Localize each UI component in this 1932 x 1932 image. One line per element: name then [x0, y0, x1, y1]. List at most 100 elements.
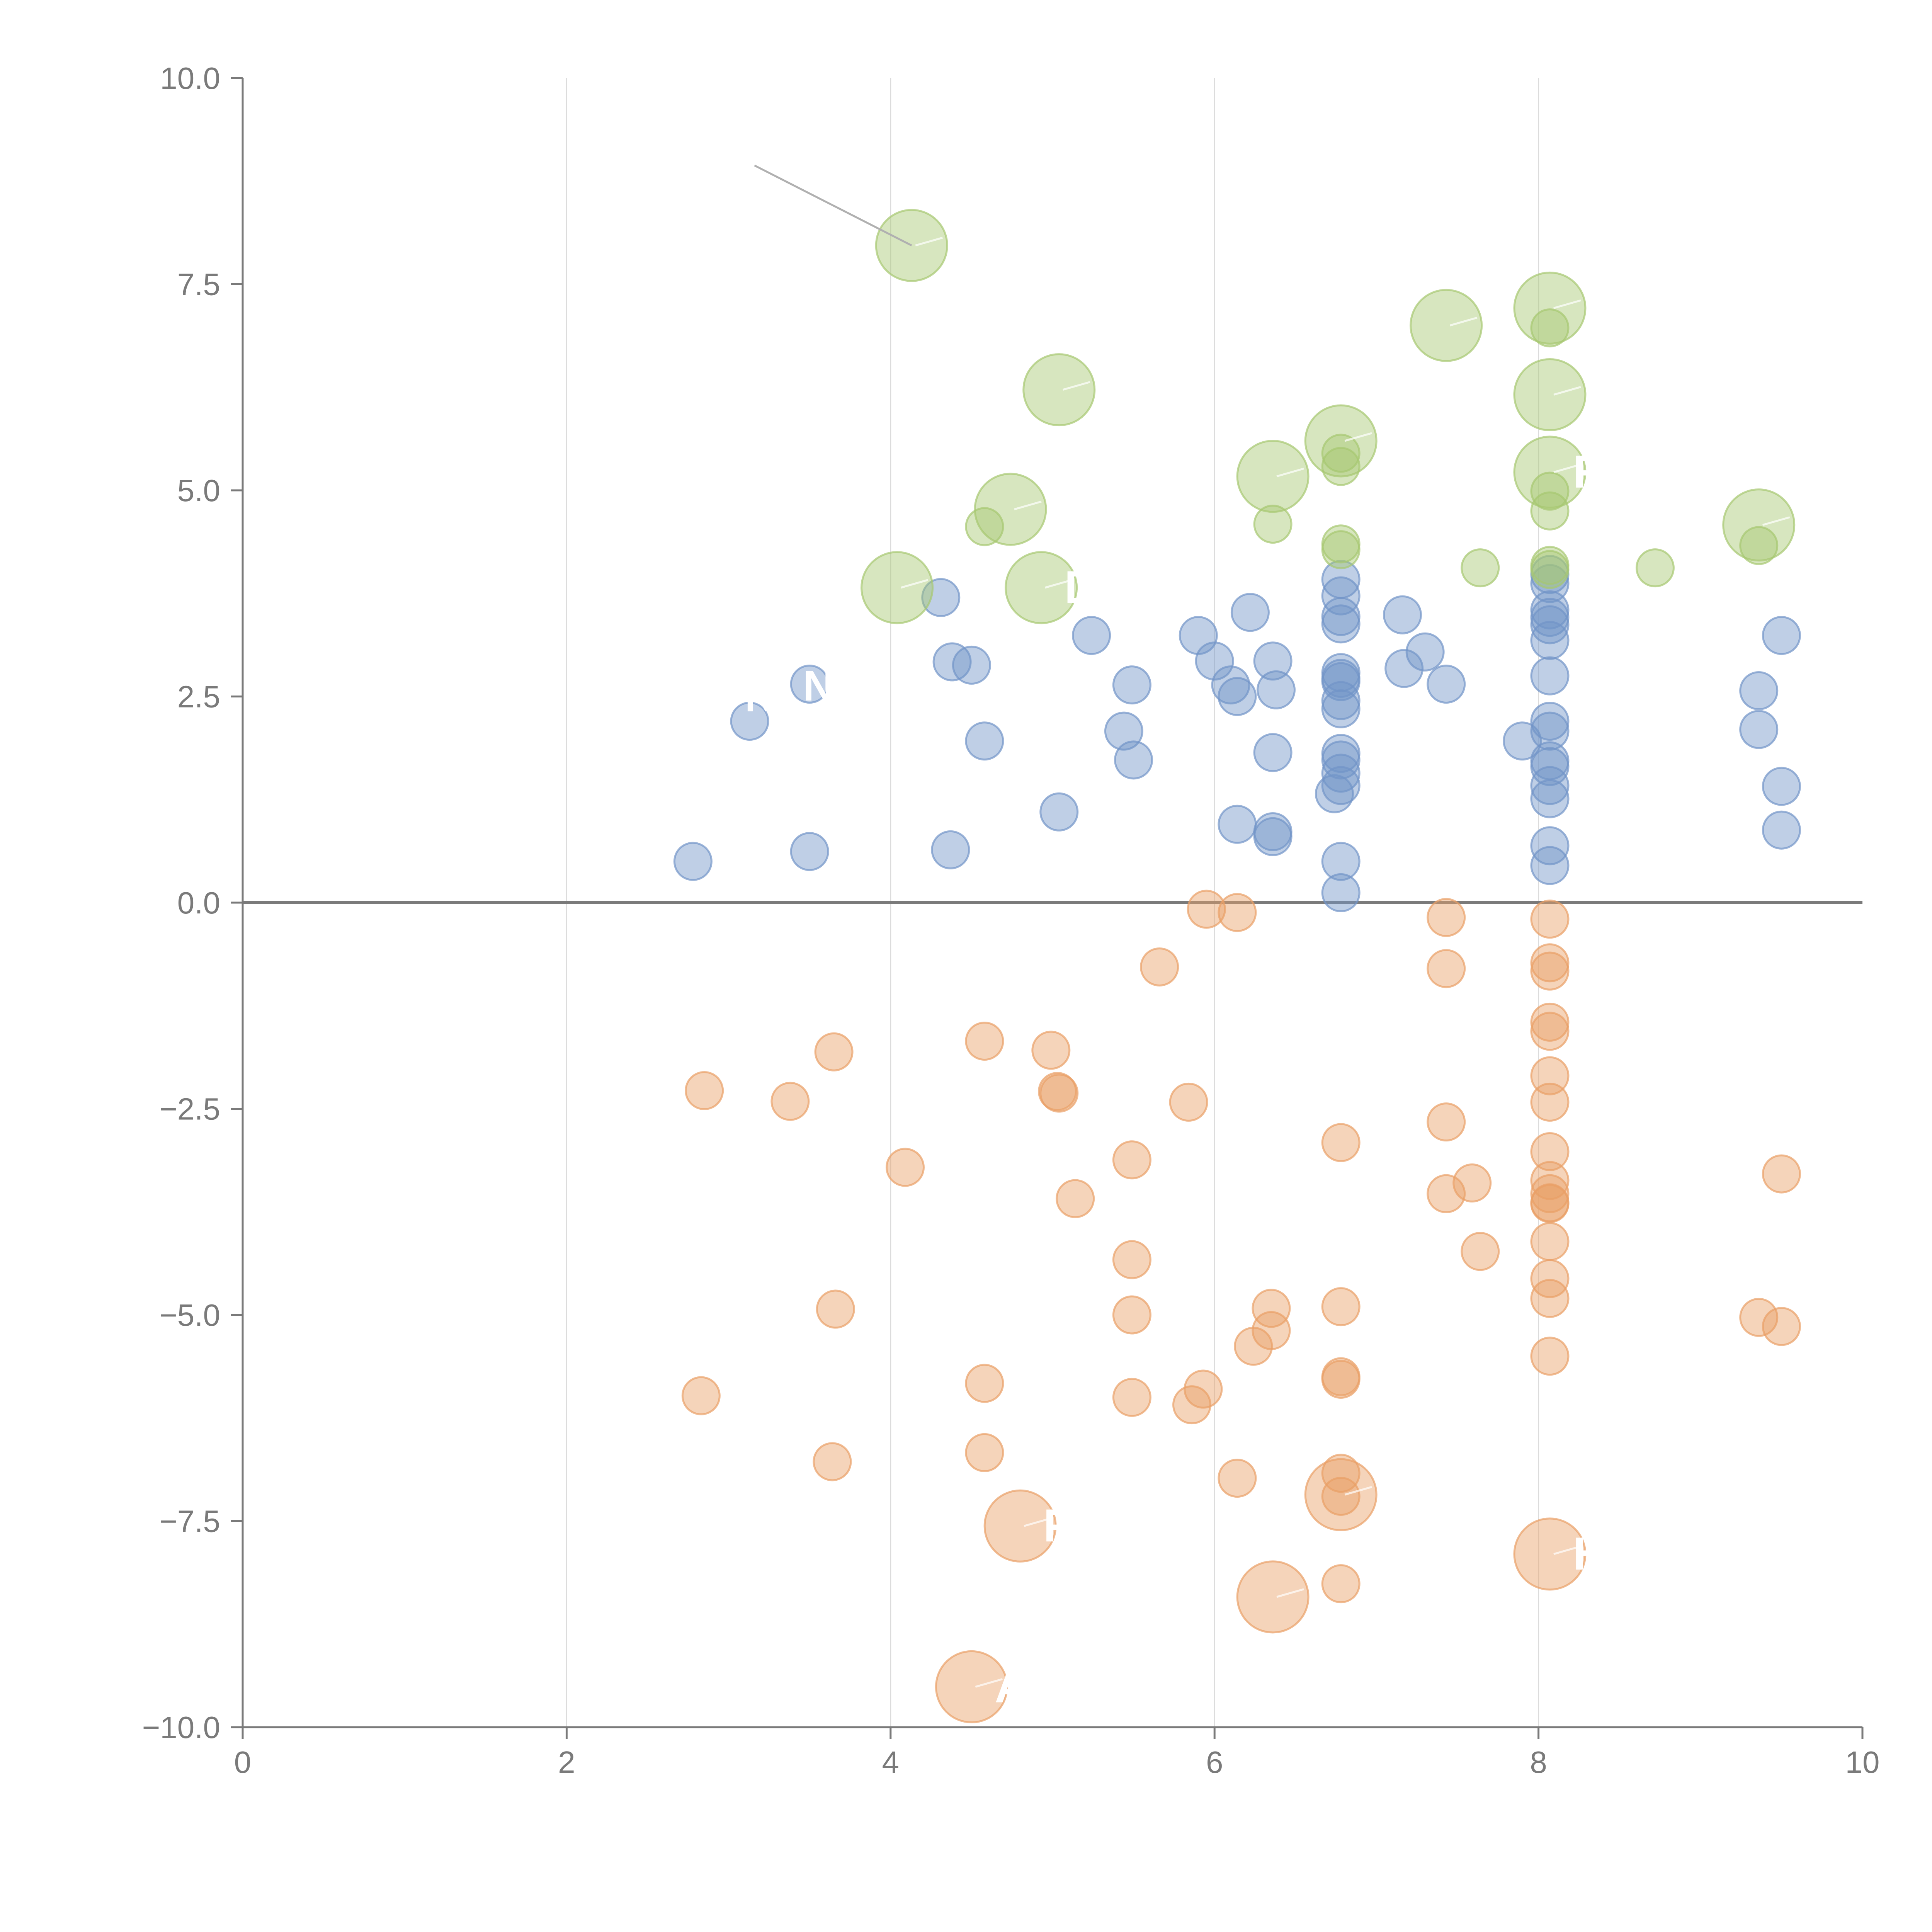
negative-point [1252, 1289, 1291, 1328]
positive-point [673, 842, 713, 881]
positive-point [952, 645, 991, 685]
x-tick-label: 6 [1206, 1745, 1223, 1779]
positive-point [1530, 605, 1570, 645]
positive-point [965, 721, 1004, 761]
positive-point [932, 642, 972, 682]
highlight-leader [1014, 500, 1042, 510]
positive-point [1321, 689, 1361, 729]
axes: 0 2 4 6 8 10 −10.0 −7.5 −5.0 −2.5 0.0 2.5 5.0 7.5 10.0 [142, 61, 1880, 1779]
highlight-leader [1344, 1486, 1372, 1496]
highlighted-point [861, 551, 934, 624]
y-tick-label: 7.5 [177, 267, 220, 302]
negative-point [1039, 1073, 1079, 1113]
positive-point [1739, 710, 1779, 749]
top-point [1321, 434, 1361, 473]
negative-point [1218, 893, 1257, 932]
x-tick-label: 10 [1845, 1745, 1880, 1779]
negative-point [814, 1032, 854, 1071]
highlighted-point [935, 1650, 1008, 1723]
highlighted-point [1022, 353, 1096, 427]
highlight-leader [1553, 1545, 1581, 1555]
highlight-leader [1276, 468, 1304, 478]
y-tick-label: 5.0 [177, 473, 220, 508]
x-tick-label: 4 [882, 1745, 900, 1779]
positive-point [1384, 649, 1424, 688]
highlighted-point [1722, 488, 1796, 562]
top-point [1635, 548, 1675, 588]
negative-point [1187, 889, 1226, 929]
negative-point [681, 1376, 721, 1415]
positive-point [1072, 616, 1111, 655]
positive-point [931, 830, 970, 869]
positive-point [1530, 766, 1570, 805]
positive-point [1321, 576, 1361, 616]
negative-point [965, 1364, 1004, 1403]
y-tick-label: −10.0 [142, 1710, 220, 1745]
negative-point [685, 1071, 724, 1111]
highlighted-point [1513, 435, 1587, 509]
positive-point [1218, 677, 1257, 716]
positive-point [1114, 740, 1153, 780]
positive-point [1427, 664, 1466, 704]
negative-point [1530, 1279, 1570, 1318]
negative-point [1762, 1307, 1801, 1346]
negative-point [1530, 943, 1570, 983]
highlighted-point [1236, 440, 1310, 513]
positive-point [1195, 641, 1234, 681]
highlight-leader [1553, 386, 1581, 396]
negative-point [1530, 1082, 1570, 1122]
positive-point [1530, 826, 1570, 866]
negative-point [813, 1442, 852, 1481]
highlight-leader [1063, 381, 1090, 391]
x-tick-label: 0 [234, 1745, 252, 1779]
highlighted-point [1236, 1560, 1310, 1634]
positive-point [1039, 792, 1079, 832]
negative-point [1252, 1311, 1291, 1350]
negative-point [1530, 1184, 1570, 1223]
negative-point [965, 1022, 1004, 1061]
positive-point [1211, 665, 1250, 705]
negative-point [1321, 1476, 1361, 1516]
negative-point [1321, 1359, 1361, 1399]
negative-point [1321, 1564, 1361, 1604]
positive-point [1230, 593, 1270, 632]
negative-point [1321, 1123, 1361, 1162]
negative-point [1530, 1132, 1570, 1171]
negative-point [1530, 1259, 1570, 1298]
negative-point [1461, 1232, 1500, 1271]
negative-point [1112, 1295, 1151, 1335]
highlighted-point [974, 473, 1047, 546]
negative-point [1321, 1454, 1361, 1493]
highlight-leader [1553, 299, 1581, 309]
negative-point [1321, 1287, 1361, 1327]
positive-point [1321, 604, 1361, 644]
negative-point [1530, 1012, 1570, 1051]
positive-point [790, 832, 829, 871]
negative-point [1218, 1459, 1257, 1498]
negative-point [816, 1289, 855, 1329]
negative-point [1112, 1240, 1151, 1279]
top-point [1461, 548, 1500, 588]
x-tick-label: 8 [1530, 1745, 1547, 1779]
positive-point [1104, 711, 1143, 751]
negative-point [1427, 1102, 1466, 1142]
positive-point [921, 578, 961, 617]
negative-point [1739, 1298, 1779, 1337]
negative-point [1112, 1140, 1151, 1180]
negative-point [1112, 1378, 1151, 1417]
negative-point [1184, 1369, 1223, 1409]
highlighted-point-label: D [1065, 561, 1098, 613]
positive-point [1530, 711, 1570, 751]
highlight-leader [1044, 579, 1073, 589]
y-tick-label: 2.5 [177, 680, 220, 714]
negative-point [886, 1148, 925, 1187]
y-tick-label: 10.0 [160, 61, 220, 95]
highlight-leader [1276, 1588, 1304, 1598]
top-point [1253, 504, 1293, 544]
highlight-leader [1344, 432, 1372, 442]
annotation-label: N [745, 673, 776, 721]
positive-point [730, 702, 769, 741]
highlight-leader [1024, 1517, 1051, 1527]
annotation-label: S [1182, 559, 1210, 607]
label-leader-line [754, 164, 912, 247]
